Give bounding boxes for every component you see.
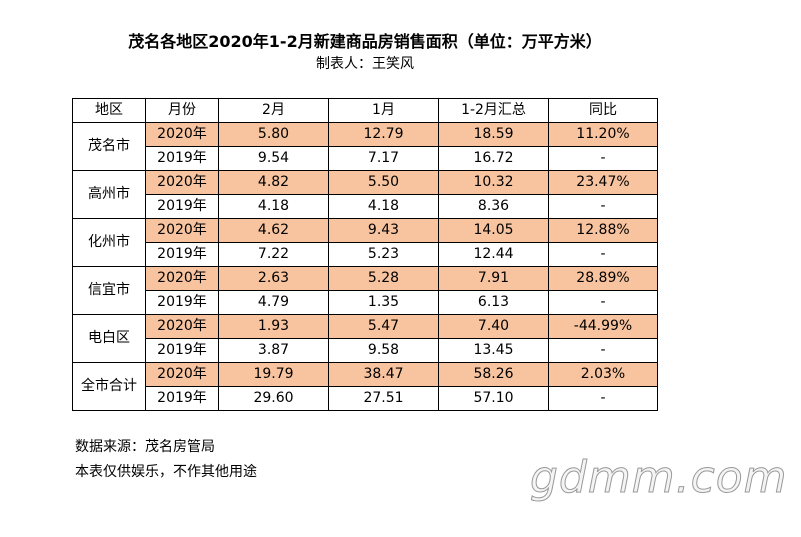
- region-cell: 信宜市: [72, 266, 146, 315]
- data-row: 信宜市 2020年 2.63 5.28 7.91 28.89%: [72, 266, 658, 315]
- data-cell: -44.99%: [548, 314, 658, 339]
- data-row: 茂名市 2020年 5.80 12.79 18.59 11.20%: [72, 122, 658, 171]
- data-cell: -: [548, 290, 658, 315]
- data-cell: 4.79: [218, 290, 329, 315]
- data-row: 高州市 2020年 4.82 5.50 10.32 23.47%: [72, 170, 658, 219]
- watermark: gdmm.com: [530, 452, 788, 504]
- data-cell: 7.40: [438, 314, 549, 339]
- data-cell: 2019年: [145, 194, 219, 219]
- data-cell: 2.03%: [548, 362, 658, 387]
- data-row: 全市合计 2020年 19.79 38.47 58.26 2.03%: [72, 362, 658, 411]
- data-cell: 7.17: [328, 146, 439, 171]
- data-cell: 6.13: [438, 290, 549, 315]
- data-cell: -: [548, 338, 658, 363]
- data-cell: 2020年: [145, 218, 219, 243]
- data-cell: 4.18: [218, 194, 329, 219]
- data-cell: 5.80: [218, 122, 329, 147]
- data-cell: 2019年: [145, 290, 219, 315]
- disclaimer-note: 本表仅供娱乐，不作其他用途: [75, 464, 257, 480]
- data-cell: 9.43: [328, 218, 439, 243]
- data-cell: 12.79: [328, 122, 439, 147]
- data-cell: 9.54: [218, 146, 329, 171]
- data-cell: 38.47: [328, 362, 439, 387]
- data-cell: -: [548, 194, 658, 219]
- data-cell: 2019年: [145, 338, 219, 363]
- data-cell: 2.63: [218, 266, 329, 291]
- data-cell: 2019年: [145, 242, 219, 267]
- data-cell: 11.20%: [548, 122, 658, 147]
- region-cell: 高州市: [72, 170, 146, 219]
- data-cell: 14.05: [438, 218, 549, 243]
- data-row: 化州市 2020年 4.62 9.43 14.05 12.88%: [72, 218, 658, 267]
- data-cell: 12.88%: [548, 218, 658, 243]
- data-cell: 10.32: [438, 170, 549, 195]
- data-cell: 23.47%: [548, 170, 658, 195]
- data-cell: 16.72: [438, 146, 549, 171]
- data-row: 2019年 29.60 27.51 57.10-: [73, 386, 658, 411]
- data-row: 电白区 2020年 1.93 5.47 7.40 -44.99%: [72, 314, 658, 363]
- data-cell: 4.82: [218, 170, 329, 195]
- region-cell: 全市合计: [72, 362, 146, 411]
- data-cell: 8.36: [438, 194, 549, 219]
- data-cell: 7.22: [218, 242, 329, 267]
- data-cell: 28.89%: [548, 266, 658, 291]
- header-cell: 同比: [548, 98, 658, 123]
- data-cell: 58.26: [438, 362, 549, 387]
- title: 茂名各地区2020年1-2月新建商品房销售面积（单位：万平方米）: [128, 32, 602, 51]
- data-cell: 5.50: [328, 170, 439, 195]
- data-cell: 2019年: [145, 146, 219, 171]
- data-row: 2019年 3.87 9.58 13.45-: [73, 338, 658, 363]
- data-cell: -: [548, 386, 658, 411]
- region-cell: 电白区: [72, 314, 146, 363]
- data-row: 2019年 9.54 7.17 16.72-: [73, 146, 658, 171]
- region-cell: 茂名市: [72, 122, 146, 171]
- data-cell: 7.91: [438, 266, 549, 291]
- data-cell: 2020年: [145, 362, 219, 387]
- header-cell: 月份: [145, 98, 219, 123]
- data-cell: 9.58: [328, 338, 439, 363]
- header-cell: 2月: [218, 98, 329, 123]
- header-row: 地区 月份 2月 1月 1-2月汇总 同比: [72, 98, 658, 123]
- data-table: 地区 月份 2月 1月 1-2月汇总 同比 茂名市 2020年 5.80 12.79 18.59 11…: [72, 98, 658, 411]
- header-cell: 1月: [328, 98, 439, 123]
- data-cell: 3.87: [218, 338, 329, 363]
- header-cell: 1-2月汇总: [438, 98, 549, 123]
- data-cell: 1.93: [218, 314, 329, 339]
- source-note: 数据来源：茂名房管局: [75, 439, 215, 455]
- data-cell: 19.79: [218, 362, 329, 387]
- data-cell: 12.44: [438, 242, 549, 267]
- data-cell: 4.18: [328, 194, 439, 219]
- data-row: 2019年 4.79 1.35 6.13-: [73, 290, 658, 315]
- data-row: 2019年 7.22 5.23 12.44-: [73, 242, 658, 267]
- data-cell: 2020年: [145, 122, 219, 147]
- data-cell: 5.23: [328, 242, 439, 267]
- region-cell: 化州市: [72, 218, 146, 267]
- data-row: 2019年 4.18 4.18 8.36-: [73, 194, 658, 219]
- data-cell: 2020年: [145, 314, 219, 339]
- data-cell: 2020年: [145, 170, 219, 195]
- data-cell: -: [548, 146, 658, 171]
- data-cell: 18.59: [438, 122, 549, 147]
- data-cell: 5.47: [328, 314, 439, 339]
- data-cell: 4.62: [218, 218, 329, 243]
- data-cell: 27.51: [328, 386, 439, 411]
- data-cell: 57.10: [438, 386, 549, 411]
- subtitle: 制表人：王笑风: [316, 56, 414, 72]
- data-cell: 1.35: [328, 290, 439, 315]
- data-cell: -: [548, 242, 658, 267]
- data-cell: 29.60: [218, 386, 329, 411]
- header-cell: 地区: [72, 98, 146, 123]
- data-cell: 2019年: [145, 386, 219, 411]
- data-cell: 5.28: [328, 266, 439, 291]
- data-cell: 2020年: [145, 266, 219, 291]
- data-cell: 13.45: [438, 338, 549, 363]
